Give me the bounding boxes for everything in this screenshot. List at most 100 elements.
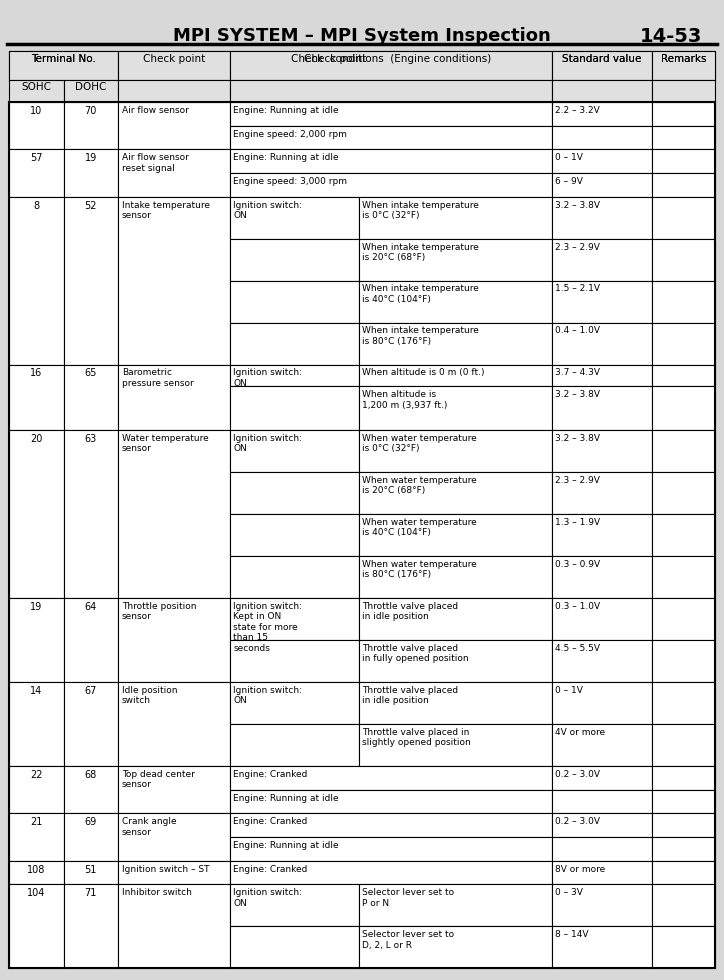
Text: 0.2 – 3.0V: 0.2 – 3.0V [555,817,600,826]
Bar [230,197,359,238]
Bar [359,556,552,598]
Text: 51: 51 [85,864,97,874]
Bar [9,813,64,860]
Bar [552,640,652,682]
Text: 63: 63 [85,434,97,444]
Bar [552,365,652,386]
Bar [230,860,552,884]
Bar [64,813,118,860]
Bar [230,80,552,102]
Bar [652,197,715,238]
Bar [9,884,64,968]
Text: Terminal No.: Terminal No. [31,54,96,64]
Text: When altitude is
1,200 m (3,937 ft.): When altitude is 1,200 m (3,937 ft.) [362,390,447,410]
Text: Water temperature
sensor: Water temperature sensor [122,434,209,454]
Bar [552,238,652,280]
Bar [118,598,230,682]
Text: Barometric
pressure sensor: Barometric pressure sensor [122,368,193,388]
Bar [230,238,359,280]
Bar [552,884,652,926]
Bar [64,197,118,365]
Bar [9,197,64,365]
Bar [230,837,552,860]
Bar [359,365,552,386]
Bar [652,926,715,968]
Bar [652,598,715,640]
Bar [552,514,652,556]
Bar [359,926,552,968]
Bar [652,640,715,682]
Text: 20: 20 [30,434,43,444]
Text: 3.2 – 3.8V: 3.2 – 3.8V [555,434,600,443]
Text: 1.5 – 2.1V: 1.5 – 2.1V [555,284,600,293]
Text: 8V or more: 8V or more [555,864,605,873]
Text: Ignition switch:
ON: Ignition switch: ON [233,201,302,220]
Bar [9,80,64,102]
Bar [64,149,118,197]
Bar [230,172,552,197]
Bar [652,790,715,813]
Bar [652,322,715,365]
Bar [652,430,715,472]
Text: Ignition switch:
ON: Ignition switch: ON [233,368,302,388]
Bar [64,430,118,598]
Bar [652,386,715,430]
Bar [552,472,652,514]
Text: Air flow sensor
reset signal: Air flow sensor reset signal [122,153,188,172]
Text: 14: 14 [30,686,42,696]
Text: 104: 104 [27,888,46,899]
Text: 2.3 – 2.9V: 2.3 – 2.9V [555,242,600,252]
Bar [552,926,652,968]
Text: 19: 19 [85,153,97,164]
Bar [359,514,552,556]
Bar [118,682,230,766]
Text: 14-53: 14-53 [640,27,702,46]
Text: When intake temperature
is 0°C (32°F): When intake temperature is 0°C (32°F) [362,201,479,220]
Bar [652,837,715,860]
Text: When water temperature
is 40°C (104°F): When water temperature is 40°C (104°F) [362,518,476,537]
Bar [652,102,715,125]
Bar [9,598,64,682]
Text: 16: 16 [30,368,42,378]
Text: When intake temperature
is 80°C (176°F): When intake temperature is 80°C (176°F) [362,326,479,346]
Bar [230,386,359,430]
Bar [652,766,715,790]
Bar [359,598,552,640]
Bar [652,51,715,80]
Text: Throttle valve placed in
slightly opened position: Throttle valve placed in slightly opened… [362,728,471,748]
Bar [359,322,552,365]
Bar [552,386,652,430]
Text: 0.2 – 3.0V: 0.2 – 3.0V [555,770,600,779]
Text: When intake temperature
is 40°C (104°F): When intake temperature is 40°C (104°F) [362,284,479,304]
Text: Ignition switch – ST: Ignition switch – ST [122,864,209,873]
Bar [118,766,230,813]
Bar [9,102,715,968]
Bar [552,51,652,80]
Bar [230,125,552,149]
Bar [230,280,359,322]
Bar [652,172,715,197]
Bar [64,766,118,813]
Text: Selector lever set to
P or N: Selector lever set to P or N [362,888,454,907]
Bar [64,598,118,682]
Bar [359,724,552,766]
Text: Ignition switch:
ON: Ignition switch: ON [233,434,302,454]
Bar [9,102,64,149]
Text: DOHC: DOHC [75,82,106,92]
Bar [230,556,359,598]
Bar [552,102,652,125]
Bar [652,149,715,172]
Text: 70: 70 [85,106,97,116]
Bar [64,860,118,884]
Text: When water temperature
is 80°C (176°F): When water temperature is 80°C (176°F) [362,560,476,579]
Bar [9,682,64,766]
Bar [652,280,715,322]
Bar [359,386,552,430]
Bar [359,472,552,514]
Text: 2.3 – 2.9V: 2.3 – 2.9V [555,476,600,485]
Bar [552,51,652,80]
Text: Check point: Check point [143,54,205,64]
Bar [652,365,715,386]
Bar [230,322,359,365]
Bar [230,640,359,682]
